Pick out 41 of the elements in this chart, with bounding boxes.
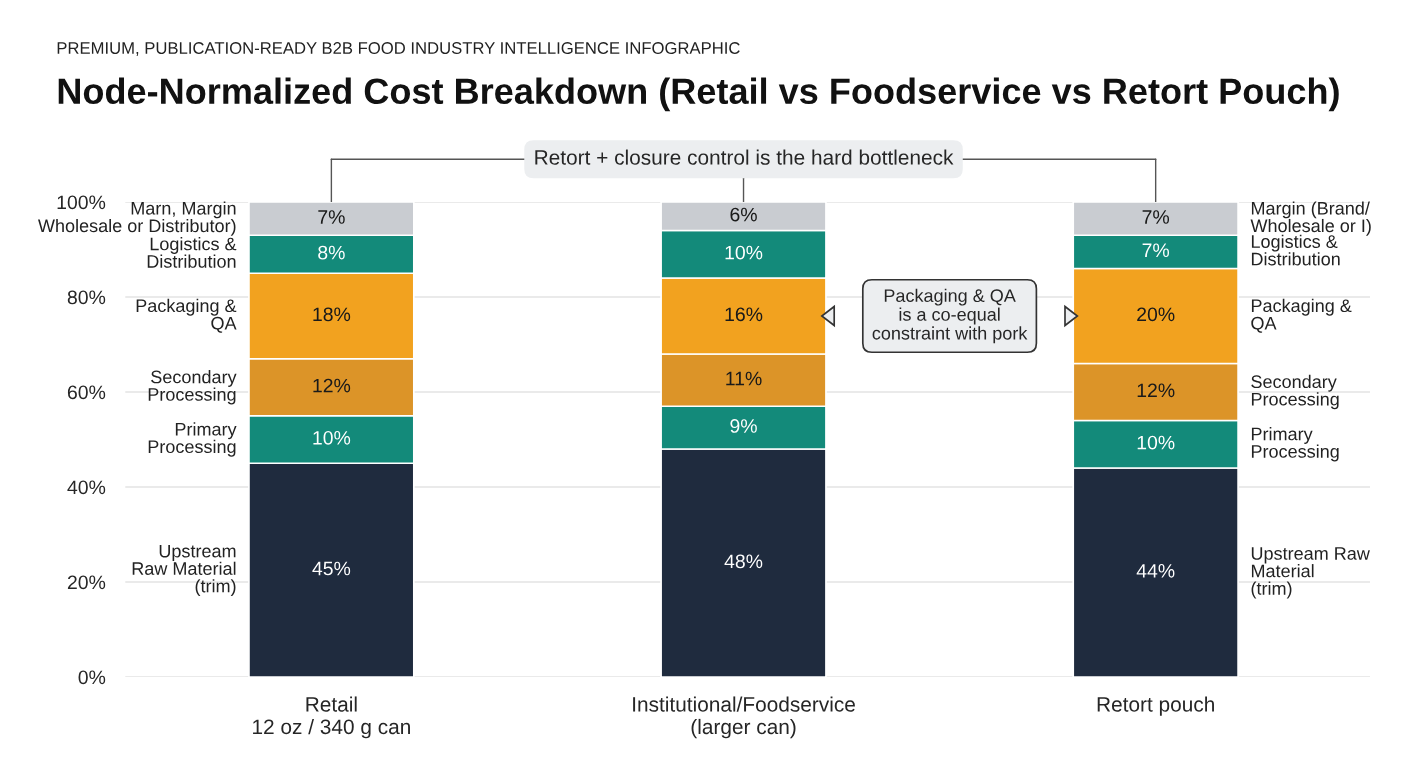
data-label: 11%: [726, 371, 762, 386]
x-tick-label: Institutional/Foodservice (larger can): [633, 696, 855, 739]
data-label: 10%: [1137, 435, 1175, 450]
annotation: Packaging & QA: [136, 298, 237, 333]
chart-subtitle: PREMIUM, PUBLICATION-READY B2B FOOD INDUSTRY INTELLIGENCE INFOGRAPHIC: [57, 42, 740, 56]
data-label: 18%: [313, 307, 351, 322]
y-tick-label: 0%: [78, 670, 106, 685]
data-label: 7%: [318, 210, 345, 224]
data-label: 6%: [730, 207, 757, 222]
annotation: Logistics & Distribution: [147, 237, 237, 268]
annotation: Packaging & QA: [1251, 298, 1352, 333]
y-tick-label: 100%: [57, 195, 106, 210]
x-tick-label: Retail 12 oz / 340 g can: [253, 696, 410, 739]
y-tick-label: 40%: [67, 480, 106, 495]
data-label: 16%: [725, 307, 763, 322]
data-label: 7%: [1142, 210, 1170, 224]
data-label: 48%: [724, 554, 763, 569]
annotation: Secondary Processing: [1251, 374, 1339, 410]
data-label: 45%: [312, 561, 351, 576]
data-label: 10%: [313, 430, 351, 445]
chart-title: Node-Normalized Cost Breakdown (Retail vs Foodservice vs Retort Pouch): [58, 77, 1339, 112]
annotation: Primary Processing: [148, 422, 237, 457]
data-label: 8%: [318, 245, 345, 260]
text: Retort + closure control is the hard bottleneck: [535, 149, 954, 165]
data-label: 12%: [313, 378, 351, 393]
y-tick-label: 80%: [67, 290, 106, 305]
annotation: Primary Processing: [1251, 427, 1339, 462]
annotation: Upstream Raw Material (trim): [1251, 547, 1370, 599]
y-tick-label: 20%: [67, 575, 106, 590]
data-label: 12%: [1137, 383, 1175, 398]
data-label: 7%: [1142, 243, 1170, 257]
x-tick-label: Retort pouch: [1097, 696, 1214, 716]
data-label: 10%: [725, 245, 763, 260]
data-label: 20%: [1137, 307, 1175, 322]
data-label: 44%: [1136, 564, 1175, 578]
annotation: Secondary Processing: [148, 370, 237, 405]
data-label: 9%: [730, 419, 757, 433]
annotation: Packaging & QA is a co-equal constraint with pork: [872, 288, 1028, 344]
y-tick-label: 60%: [67, 385, 106, 400]
annotation: Logistics & Distribution: [1251, 234, 1340, 266]
annotation: Upstream Raw Material (trim): [132, 544, 236, 597]
